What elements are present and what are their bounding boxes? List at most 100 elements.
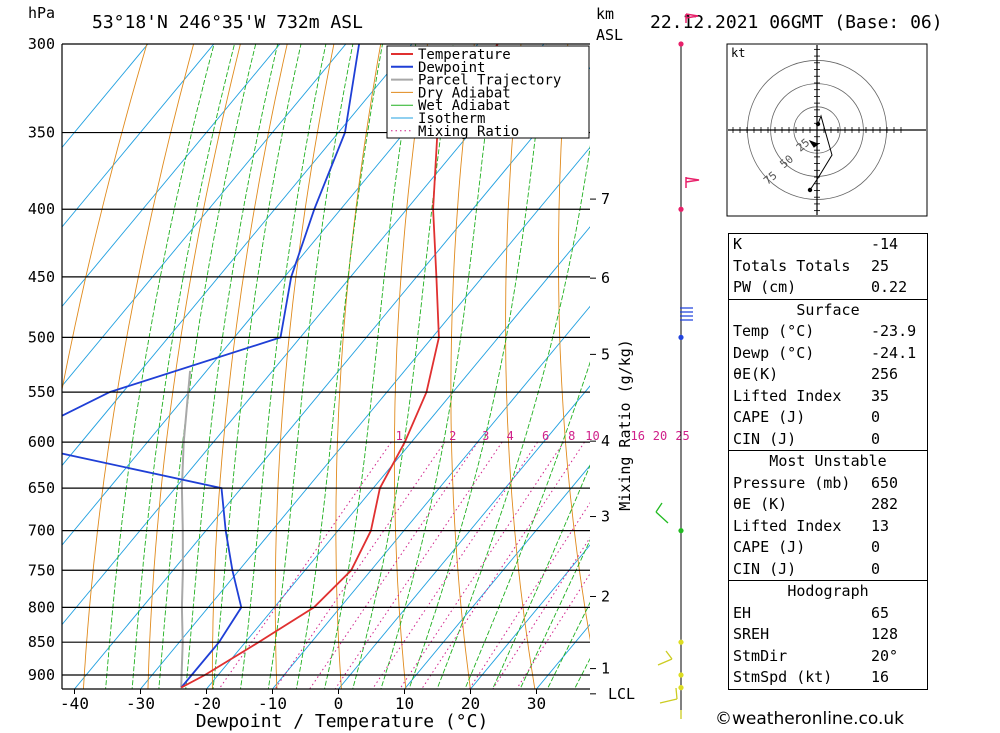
k-label: K — [733, 235, 743, 253]
hpa-unit-label: hPa — [28, 4, 56, 22]
km-tick-label: 3 — [601, 508, 610, 526]
km-tick-label: 2 — [601, 587, 610, 605]
km-tick-label: 5 — [601, 345, 610, 363]
dewpoint-line — [62, 44, 360, 689]
mixing-ratio-label: 4 — [506, 429, 513, 443]
mu-cin-label: CIN (J) — [733, 559, 797, 578]
wet-adiabat-line — [212, 44, 302, 689]
wet-adiabat-line — [131, 44, 235, 689]
wet-adiabat-line — [464, 361, 590, 689]
mixing-ratio-line — [334, 441, 503, 689]
row-mu-theta: θE (K) 282 — [729, 494, 927, 516]
isotherm-line — [139, 146, 590, 689]
pressure-tick-label: 900 — [28, 666, 55, 684]
hodograph-start-dot — [815, 121, 821, 127]
mu-pressure-value: 650 — [871, 473, 899, 492]
mixing-ratio-line — [371, 441, 539, 689]
pressure-tick-label: 800 — [28, 598, 55, 616]
isotherm-line — [62, 44, 347, 387]
km-unit-label: km — [596, 5, 615, 23]
mu-li-value: 13 — [871, 516, 890, 535]
row-k: K -14 — [729, 234, 927, 256]
wind-barb-icon — [685, 177, 700, 188]
asl-unit-label: ASL — [596, 26, 624, 44]
row-sreh: SREH 128 — [729, 624, 927, 646]
temperature-tick-label: 10 — [395, 694, 414, 713]
isotherm-line — [469, 544, 590, 689]
hodograph-end-dot — [807, 187, 813, 193]
wet-adiabat-line — [240, 44, 327, 689]
surface-temp-value: -23.9 — [871, 322, 917, 340]
temperature-tick-label: 0 — [334, 694, 344, 713]
stability-index-table: K -14 Totals Totals 25 PW (cm) 0.22 Surface… — [728, 233, 928, 690]
pressure-tick-label: 400 — [28, 200, 55, 218]
pressure-tick-label: 300 — [28, 35, 55, 53]
legend-box — [386, 45, 590, 139]
mu-theta-value: 282 — [871, 495, 899, 513]
temperature-tick-label: -20 — [192, 694, 221, 713]
mixing-ratio-label: 20 — [653, 429, 667, 443]
row-mu-cin: CIN (J) 0 — [729, 559, 927, 581]
pressure-tick-label: 350 — [28, 124, 55, 142]
wet-adiabat-line — [295, 44, 383, 689]
legend-label: Mixing Ratio — [418, 124, 519, 140]
temperature-tick-label: -10 — [258, 694, 287, 713]
row-stmdir: StmDir 20° — [729, 646, 927, 668]
wind-barb-icon — [657, 650, 673, 666]
wind-barb-icon — [680, 307, 693, 321]
mixing-ratio-line — [218, 441, 392, 689]
dry-adiabat-line — [211, 44, 288, 689]
wind-level-dot — [678, 672, 684, 678]
stmspd-label: StmSpd (kt) — [733, 668, 833, 686]
pressure-tick-label: 500 — [28, 328, 55, 346]
row-surface-theta: θE(K) 256 — [729, 364, 927, 386]
credit-link[interactable]: ©weatheronline.co.uk — [715, 709, 905, 729]
mixing-ratio-label: 10 — [585, 429, 599, 443]
temperature-tick-label: 20 — [461, 694, 480, 713]
totals-label: Totals Totals — [733, 256, 851, 275]
wind-barb-icon — [655, 502, 669, 524]
wind-barb-icon — [685, 13, 699, 23]
pressure-tick-label: 750 — [28, 561, 55, 579]
surface-cin-value: 0 — [871, 429, 881, 448]
k-value: -14 — [871, 235, 899, 253]
eh-value: 65 — [871, 603, 890, 622]
row-surface-li: Lifted Index 35 — [729, 386, 927, 408]
legend-label: Wet Adiabat — [418, 98, 511, 114]
wet-adiabat-line — [408, 44, 548, 689]
row-mu-li: Lifted Index 13 — [729, 516, 927, 538]
mu-cin-value: 0 — [871, 559, 881, 578]
wind-level-dot — [678, 685, 684, 691]
mixing-ratio-label: 1 — [396, 429, 403, 443]
sreh-value: 128 — [871, 625, 899, 643]
surface-dewp-label: Dewp (°C) — [733, 343, 815, 362]
wet-adiabat-line — [324, 44, 417, 689]
pressure-tick-label: 650 — [28, 479, 55, 497]
legend-label: Temperature — [418, 47, 511, 63]
dry-adiabat-line — [62, 44, 148, 392]
hodograph-title: Hodograph — [729, 580, 927, 603]
pw-label: PW (cm) — [733, 278, 797, 296]
stmspd-value: 16 — [871, 668, 890, 686]
isotherm-line — [62, 44, 215, 228]
row-totals: Totals Totals 25 — [729, 256, 927, 278]
wet-adiabat-line — [492, 464, 590, 689]
row-surface-cape: CAPE (J) 0 — [729, 407, 927, 429]
location-title: 53°18'N 246°35'W 732m ASL — [92, 12, 363, 33]
isotherm-line — [205, 226, 590, 689]
isotherm-line — [271, 305, 590, 689]
mu-li-label: Lifted Index — [733, 516, 842, 535]
legend-label: Isotherm — [418, 111, 485, 127]
dry-adiabat-line — [978, 0, 1000, 706]
surface-dewp-value: -24.1 — [871, 343, 917, 362]
km-tick-label: LCL — [608, 685, 635, 703]
pw-value: 0.22 — [871, 278, 908, 296]
totals-value: 25 — [871, 256, 890, 275]
surface-cape-value: 0 — [871, 408, 881, 426]
row-surface-temp: Temp (°C) -23.9 — [729, 321, 927, 343]
row-stmspd: StmSpd (kt) 16 — [729, 667, 927, 689]
km-tick-label: 7 — [601, 190, 610, 208]
temperature-line — [180, 44, 499, 689]
dry-adiabat-line — [934, 0, 1000, 706]
row-eh: EH 65 — [729, 603, 927, 625]
